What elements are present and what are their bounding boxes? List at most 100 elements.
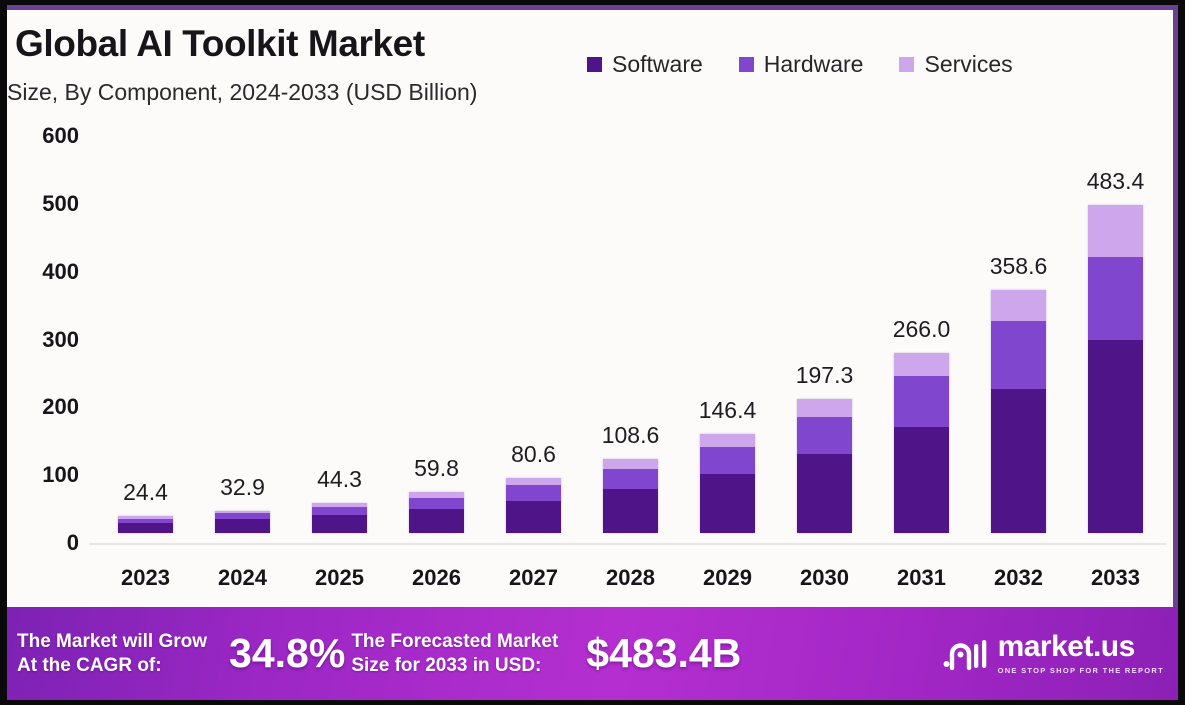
bar-segment-services[interactable] — [118, 516, 173, 519]
bar-segment-software[interactable] — [215, 519, 270, 533]
top-accent-bar — [7, 5, 1178, 10]
cagr-label-line1: The Market will Grow — [17, 631, 208, 653]
bar-value-label-2027: 80.6 — [511, 441, 556, 468]
y-axis-tick-0: 0 — [66, 530, 79, 555]
legend-item-services[interactable]: Services — [899, 51, 1013, 78]
bar-stack[interactable] — [506, 478, 561, 533]
bar-segment-software[interactable] — [1088, 339, 1143, 533]
chart-plot-area: 0 100 200 300 400 500 600 24.4 2023 32.9 2024 44.3… — [7, 117, 1178, 607]
bar-stack[interactable] — [1088, 205, 1143, 533]
bar-segment-software[interactable] — [118, 522, 173, 533]
x-axis-label-2028: 2028 — [606, 565, 655, 590]
bar-stack[interactable] — [991, 289, 1046, 533]
bar-segment-hardware[interactable] — [797, 416, 852, 455]
bottom-banner: The Market will Grow At the CAGR of: 34.… — [7, 607, 1178, 700]
bar-segment-services[interactable] — [700, 433, 755, 447]
x-axis-label-2027: 2027 — [509, 565, 558, 590]
logo-wordmark: market.us — [997, 630, 1136, 663]
cagr-label-line2: At the CAGR of: — [17, 654, 162, 676]
market-us-logo[interactable]: market.us ONE STOP SHOP FOR THE REPORT — [943, 632, 1164, 675]
bar-value-label-2032: 358.6 — [989, 252, 1048, 279]
bar-segment-hardware[interactable] — [1088, 257, 1143, 340]
bar-group-2023[interactable] — [118, 516, 173, 533]
bar-segment-services[interactable] — [894, 352, 949, 377]
square-swatch-icon — [738, 57, 754, 72]
forecast-size-value: $483.4B — [586, 630, 742, 676]
bar-segment-software[interactable] — [506, 500, 561, 533]
bar-group-2033[interactable] — [1088, 205, 1143, 533]
bar-stack[interactable] — [797, 399, 852, 533]
x-axis-label-2024: 2024 — [218, 565, 267, 590]
bar-group-2032[interactable] — [991, 289, 1046, 533]
bar-stack[interactable] — [215, 510, 270, 533]
x-axis-baseline — [89, 543, 1166, 545]
bar-segment-services[interactable] — [409, 492, 464, 498]
y-axis-tick-200: 200 — [42, 394, 79, 420]
bar-segment-software[interactable] — [409, 508, 464, 533]
bar-segment-services[interactable] — [603, 459, 658, 469]
bar-segment-software[interactable] — [991, 389, 1046, 533]
bar-segment-hardware[interactable] — [312, 506, 367, 516]
bar-value-label-2026: 59.8 — [414, 455, 459, 482]
bar-segment-services[interactable] — [797, 399, 852, 417]
page-title: Global AI Toolkit Market — [15, 23, 425, 64]
bar-group-2026[interactable] — [409, 492, 464, 533]
bar-group-2029[interactable] — [700, 433, 755, 533]
bar-segment-services[interactable] — [215, 510, 270, 514]
right-accent-bar — [1173, 5, 1178, 700]
bar-group-2030[interactable] — [797, 399, 852, 533]
bar-segment-hardware[interactable] — [118, 518, 173, 523]
x-axis-label-2023: 2023 — [121, 565, 170, 590]
bar-segment-hardware[interactable] — [215, 513, 270, 520]
square-swatch-icon — [899, 57, 915, 72]
bar-value-label-2023: 24.4 — [123, 479, 168, 506]
bar-segment-services[interactable] — [312, 502, 367, 507]
bar-series-container: 24.4 2023 32.9 2024 44.3 2025 59.8 2026 80.6 2027… — [97, 117, 1164, 607]
size-label-line1: The Forecasted Market — [351, 631, 559, 653]
x-axis-label-2033: 2033 — [1091, 565, 1140, 590]
bar-stack[interactable] — [603, 459, 658, 533]
bar-segment-hardware[interactable] — [409, 497, 464, 509]
legend-item-hardware[interactable]: Hardware — [738, 51, 863, 78]
x-axis-label-2029: 2029 — [703, 565, 752, 590]
bar-segment-hardware[interactable] — [894, 376, 949, 427]
bar-stack[interactable] — [894, 352, 949, 533]
bar-segment-software[interactable] — [700, 474, 755, 533]
bar-segment-hardware[interactable] — [506, 485, 561, 501]
bar-stack[interactable] — [700, 433, 755, 533]
y-axis-tick-600: 600 — [42, 123, 79, 148]
bar-group-2027[interactable] — [506, 478, 561, 533]
y-axis-tick-100: 100 — [42, 462, 79, 488]
bar-value-label-2025: 44.3 — [317, 465, 362, 492]
bar-stack[interactable] — [409, 492, 464, 533]
bar-group-2031[interactable] — [894, 352, 949, 533]
bar-group-2025[interactable] — [312, 502, 367, 533]
x-axis-label-2030: 2030 — [800, 565, 849, 590]
bar-segment-hardware[interactable] — [991, 321, 1046, 390]
cagr-label: The Market will Grow At the CAGR of: — [17, 630, 207, 676]
bar-segment-services[interactable] — [991, 289, 1046, 322]
bar-segment-services[interactable] — [1088, 205, 1143, 258]
bar-stack[interactable] — [118, 516, 173, 533]
bar-value-label-2028: 108.6 — [601, 422, 660, 449]
bar-segment-services[interactable] — [506, 478, 561, 486]
bar-segment-hardware[interactable] — [700, 446, 755, 475]
x-axis-label-2031: 2031 — [897, 565, 946, 590]
bar-stack[interactable] — [312, 502, 367, 533]
page-subtitle: Size, By Component, 2024-2033 (USD Billi… — [7, 79, 478, 105]
chart-header: Global AI Toolkit Market Size, By Compon… — [7, 5, 1178, 117]
bar-value-label-2033: 483.4 — [1086, 168, 1145, 195]
bar-segment-software[interactable] — [894, 426, 949, 533]
bar-value-label-2024: 32.9 — [220, 473, 265, 500]
logo-tagline: ONE STOP SHOP FOR THE REPORT — [997, 666, 1164, 675]
bar-segment-hardware[interactable] — [603, 468, 658, 490]
bar-group-2028[interactable] — [603, 459, 658, 533]
bar-value-label-2029: 146.4 — [698, 396, 757, 423]
bar-segment-software[interactable] — [797, 454, 852, 533]
bar-segment-software[interactable] — [603, 489, 658, 533]
legend-item-software[interactable]: Software — [587, 51, 703, 78]
size-label-line2: Size for 2033 in USD: — [351, 654, 542, 676]
bar-segment-software[interactable] — [312, 515, 367, 533]
bar-group-2024[interactable] — [215, 510, 270, 533]
